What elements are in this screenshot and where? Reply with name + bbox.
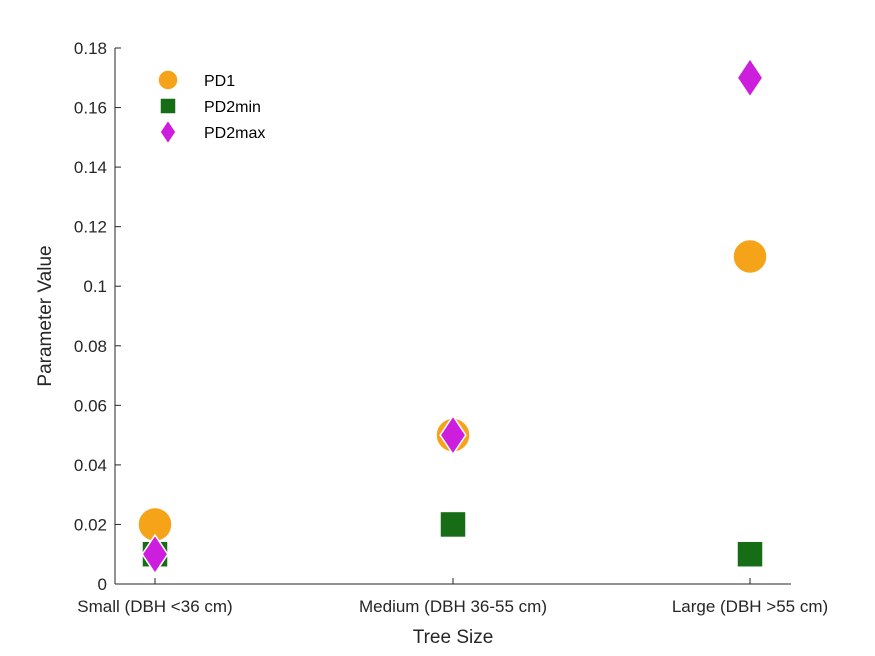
series-pd2max <box>141 57 764 575</box>
y-tick-label: 0.16 <box>74 99 107 118</box>
square-point <box>736 540 764 568</box>
legend: PD1 PD2min PD2max <box>157 69 265 146</box>
y-tick-label: 0.02 <box>74 515 107 534</box>
y-tick-label: 0.14 <box>74 158 107 177</box>
legend-item: PD2max <box>159 118 265 146</box>
y-tick-label: 0.12 <box>74 218 107 237</box>
circle-point <box>732 238 768 275</box>
y-axis-title: Parameter Value <box>35 245 56 386</box>
x-tick-label: Medium (DBH 36-55 cm) <box>359 597 547 616</box>
series-pd1 <box>137 238 768 543</box>
legend-circle-icon <box>157 69 179 91</box>
y-tick-label: 0.1 <box>83 277 107 296</box>
y-tick-label: 0.04 <box>74 456 107 475</box>
legend-item: PD2min <box>159 97 261 116</box>
data-points <box>137 57 768 575</box>
y-tick-label: 0.08 <box>74 337 107 356</box>
legend-item: PD1 <box>157 69 235 91</box>
legend-label: PD2max <box>204 125 265 142</box>
series-pd2min <box>141 510 764 568</box>
legend-label: PD2min <box>204 99 261 116</box>
square-point <box>439 510 467 539</box>
axes: 0 0.02 0.04 0.06 0.08 0.1 0.12 0.14 0.16 0.18 Smal… <box>74 39 828 616</box>
legend-square-icon <box>159 97 177 115</box>
legend-diamond-icon <box>159 118 177 146</box>
y-tick-label: 0.18 <box>74 39 107 58</box>
x-tick-label: Large (DBH >55 cm) <box>672 597 828 616</box>
x-tick-label: Small (DBH <36 cm) <box>77 597 232 616</box>
x-axis-title: Tree Size <box>413 627 494 648</box>
diamond-point <box>439 414 467 456</box>
diamond-point <box>736 57 764 99</box>
y-tick-label: 0 <box>98 575 107 594</box>
y-tick-label: 0.06 <box>74 396 107 415</box>
diamond-point <box>141 533 169 575</box>
legend-label: PD1 <box>204 73 235 90</box>
